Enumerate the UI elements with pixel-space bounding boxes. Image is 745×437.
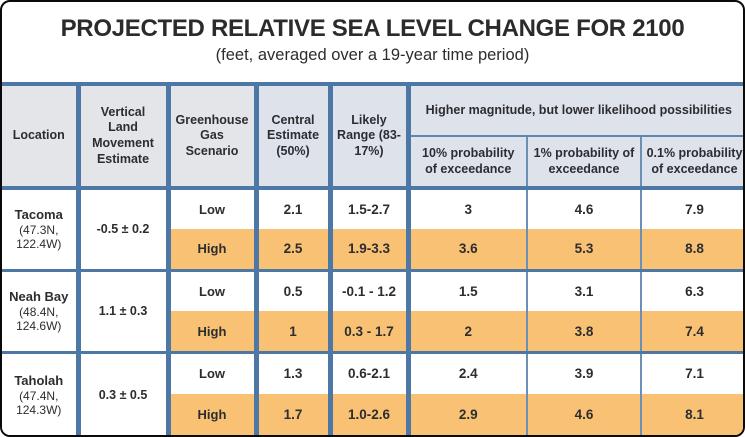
cell-p01: 7.4 [640, 311, 743, 353]
cell-likely-range: 1.0-2.6 [327, 393, 408, 435]
location-coords: (48.4N, 124.6W) [16, 305, 62, 334]
cell-tacoma-vlm: -0.5 ± 0.2 [75, 188, 168, 271]
cell-p01: 6.3 [640, 268, 743, 312]
header-central-estimate: Central Estimate (50%) [253, 84, 330, 190]
page-subtitle: (feet, averaged over a 19-year time peri… [215, 46, 530, 64]
cell-p10: 3 [405, 188, 527, 230]
cell-scenario: Low [165, 188, 256, 230]
table-row: Neah Bay (48.4N, 124.6W) 1.1 ± 0.3 Low 0… [2, 268, 743, 353]
cell-p01: 7.1 [640, 351, 743, 394]
cell-p10: 2.9 [405, 393, 527, 435]
cell-central: 1.3 [253, 351, 330, 394]
cell-scenario: High [165, 229, 256, 271]
table-row: Tacoma (47.3N, 122.4W) -0.5 ± 0.2 Low 2.… [2, 188, 743, 271]
location-coords: (47.4N, 124.3W) [16, 388, 62, 417]
cell-likely-range: 0.3 - 1.7 [327, 311, 408, 353]
cell-p01: 8.8 [640, 229, 743, 271]
header-10pct-probability: 10% probability of exceedance [405, 135, 527, 190]
cell-central: 1 [253, 311, 330, 353]
header-1pct-probability: 1% probability of exceedance [526, 135, 641, 190]
cell-p10: 2.4 [405, 351, 527, 394]
table-row: Taholah (47.4N, 124.3W) 0.3 ± 0.5 Low 1.… [2, 351, 743, 435]
header-greenhouse-gas-scenario: Greenhouse Gas Scenario [165, 84, 256, 190]
table-row: High 2.5 1.9-3.3 3.6 5.3 8.8 [2, 229, 743, 271]
table-row: High 1.7 1.0-2.6 2.9 4.6 8.1 [2, 393, 743, 435]
cell-likely-range: 0.6-2.1 [327, 351, 408, 394]
cell-scenario: Low [165, 351, 256, 394]
location-name: Taholah [14, 372, 64, 388]
cell-tacoma-location: Tacoma (47.3N, 122.4W) [2, 188, 78, 271]
cell-neah-bay-location: Neah Bay (48.4N, 124.6W) [2, 268, 78, 353]
cell-p01: 8.1 [640, 393, 743, 435]
cell-p1: 3.8 [526, 311, 641, 353]
page-title: PROJECTED RELATIVE SEA LEVEL CHANGE FOR … [60, 15, 685, 42]
cell-p1: 5.3 [526, 229, 641, 271]
table-row: High 1 0.3 - 1.7 2 3.8 7.4 [2, 311, 743, 353]
cell-p10: 2 [405, 311, 527, 353]
cell-scenario: High [165, 393, 256, 435]
cell-central: 0.5 [253, 268, 330, 312]
cell-p10: 3.6 [405, 229, 527, 271]
location-coords: (47.3N, 122.4W) [16, 223, 62, 252]
cell-p01: 7.9 [640, 188, 743, 230]
header-higher-magnitude-group: Higher magnitude, but lower likelihood p… [405, 84, 743, 137]
title-block: PROJECTED RELATIVE SEA LEVEL CHANGE FOR … [2, 2, 743, 82]
cell-scenario: Low [165, 268, 256, 312]
cell-neah-bay-vlm: 1.1 ± 0.3 [75, 268, 168, 353]
header-location: Location [2, 84, 78, 190]
header-0-1pct-probability: 0.1% probability of exceedance [640, 135, 743, 190]
cell-taholah-vlm: 0.3 ± 0.5 [75, 351, 168, 435]
cell-likely-range: 1.9-3.3 [327, 229, 408, 271]
cell-p1: 4.6 [526, 393, 641, 435]
cell-central: 1.7 [253, 393, 330, 435]
cell-central: 2.5 [253, 229, 330, 271]
cell-scenario: High [165, 311, 256, 353]
cell-taholah-location: Taholah (47.4N, 124.3W) [2, 351, 78, 435]
cell-p10: 1.5 [405, 268, 527, 312]
location-name: Neah Bay [9, 289, 69, 305]
cell-p1: 4.6 [526, 188, 641, 230]
cell-central: 2.1 [253, 188, 330, 230]
cell-likely-range: 1.5-2.7 [327, 188, 408, 230]
sea-level-table: Location Vertical Land Movement Estimate… [2, 82, 743, 435]
location-name: Tacoma [14, 207, 63, 223]
cell-likely-range: -0.1 - 1.2 [327, 268, 408, 312]
header-likely-range: Likely Range (83-17%) [327, 84, 408, 190]
cell-p1: 3.1 [526, 268, 641, 312]
cell-p1: 3.9 [526, 351, 641, 394]
header-vertical-land-movement: Vertical Land Movement Estimate [75, 84, 168, 190]
